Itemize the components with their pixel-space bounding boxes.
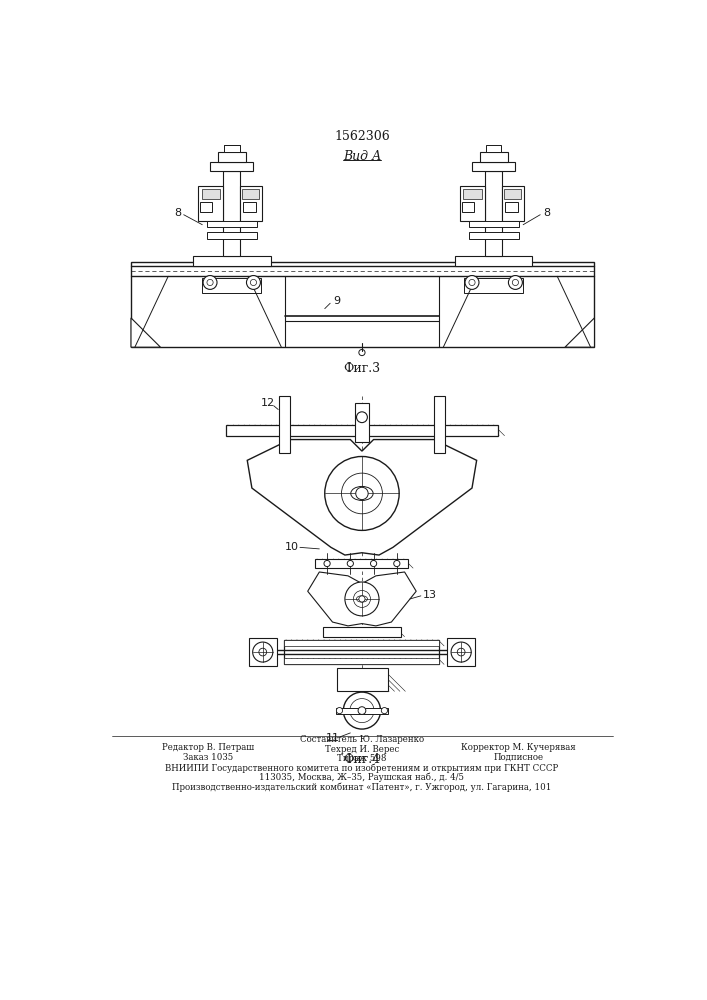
Polygon shape bbox=[247, 440, 477, 555]
Bar bbox=[355, 403, 369, 442]
Circle shape bbox=[324, 560, 330, 567]
Text: Фиг.3: Фиг.3 bbox=[344, 362, 380, 375]
Bar bbox=[242, 189, 259, 199]
Circle shape bbox=[203, 276, 217, 289]
Text: 1562306: 1562306 bbox=[334, 130, 390, 143]
Bar bbox=[284, 640, 440, 664]
Bar bbox=[223, 171, 240, 256]
Text: 8: 8 bbox=[543, 208, 550, 218]
Bar bbox=[279, 396, 290, 453]
Bar bbox=[199, 186, 223, 221]
Circle shape bbox=[457, 648, 465, 656]
Bar bbox=[249, 638, 276, 666]
Circle shape bbox=[344, 692, 380, 729]
Bar bbox=[337, 668, 387, 691]
Bar bbox=[240, 186, 262, 221]
Circle shape bbox=[359, 596, 365, 602]
Bar bbox=[202, 278, 261, 293]
Circle shape bbox=[469, 279, 475, 286]
Circle shape bbox=[325, 456, 399, 530]
Text: 12: 12 bbox=[260, 398, 274, 408]
Circle shape bbox=[347, 560, 354, 567]
Text: ВНИИПИ Государственного комитета по изобретениям и открытиям при ГКНТ СССР: ВНИИПИ Государственного комитета по изоб… bbox=[165, 764, 559, 773]
Bar bbox=[207, 221, 257, 227]
Text: Вид А: Вид А bbox=[343, 150, 381, 163]
Circle shape bbox=[259, 648, 267, 656]
Text: 8: 8 bbox=[174, 208, 181, 218]
Bar bbox=[224, 145, 240, 152]
Bar bbox=[472, 162, 515, 171]
Circle shape bbox=[513, 279, 518, 286]
Bar bbox=[464, 189, 482, 199]
Circle shape bbox=[508, 276, 522, 289]
Circle shape bbox=[247, 276, 260, 289]
Bar bbox=[323, 627, 401, 637]
Bar bbox=[455, 256, 532, 266]
Bar bbox=[201, 189, 220, 199]
Bar bbox=[504, 189, 521, 199]
Text: Корректор М. Кучерявая: Корректор М. Кучерявая bbox=[461, 743, 576, 752]
Text: 10: 10 bbox=[285, 542, 299, 552]
Bar bbox=[131, 262, 595, 347]
Text: Заказ 1035: Заказ 1035 bbox=[183, 753, 233, 762]
Bar bbox=[284, 640, 440, 646]
Polygon shape bbox=[565, 318, 595, 347]
Bar bbox=[464, 278, 523, 293]
Circle shape bbox=[465, 276, 479, 289]
Text: 9: 9 bbox=[333, 296, 340, 306]
Text: Подписное: Подписное bbox=[493, 753, 544, 762]
Bar bbox=[469, 232, 518, 239]
Bar bbox=[226, 425, 498, 436]
Circle shape bbox=[451, 642, 472, 662]
Circle shape bbox=[250, 279, 257, 286]
Bar bbox=[200, 202, 212, 212]
Text: 113035, Москва, Ж–35, Раушская наб., д. 4/5: 113035, Москва, Ж–35, Раушская наб., д. … bbox=[259, 773, 464, 782]
Circle shape bbox=[358, 707, 366, 714]
Circle shape bbox=[345, 582, 379, 616]
Text: Техред И. Верес: Техред И. Верес bbox=[325, 745, 399, 754]
Circle shape bbox=[370, 560, 377, 567]
Polygon shape bbox=[131, 318, 160, 347]
Text: 13: 13 bbox=[422, 590, 436, 600]
Circle shape bbox=[252, 642, 273, 662]
Bar bbox=[315, 559, 409, 568]
Bar bbox=[448, 638, 475, 666]
Bar bbox=[506, 202, 518, 212]
Bar bbox=[336, 708, 362, 714]
Text: Производственно-издательский комбинат «Патент», г. Ужгород, ул. Гагарина, 101: Производственно-издательский комбинат «П… bbox=[173, 782, 551, 792]
Circle shape bbox=[356, 412, 368, 423]
Bar bbox=[485, 171, 502, 256]
Text: 11: 11 bbox=[325, 733, 339, 743]
Bar bbox=[284, 658, 440, 664]
Bar bbox=[218, 152, 246, 162]
Circle shape bbox=[394, 560, 400, 567]
Text: Тираж 598: Тираж 598 bbox=[337, 754, 387, 763]
Bar bbox=[462, 202, 474, 212]
Bar bbox=[362, 708, 388, 714]
Bar bbox=[469, 221, 518, 227]
Bar bbox=[486, 145, 501, 152]
Bar bbox=[243, 202, 256, 212]
Bar bbox=[434, 396, 445, 453]
Circle shape bbox=[337, 708, 343, 714]
Bar bbox=[460, 186, 485, 221]
Circle shape bbox=[381, 708, 387, 714]
Polygon shape bbox=[308, 572, 416, 626]
Bar bbox=[207, 232, 257, 239]
Bar bbox=[193, 256, 271, 266]
Text: Редактор В. Петраш: Редактор В. Петраш bbox=[163, 743, 255, 752]
Bar bbox=[210, 162, 253, 171]
Bar bbox=[480, 152, 508, 162]
Text: Фиг.4: Фиг.4 bbox=[344, 753, 380, 766]
Text: Составитель Ю. Лазаренко: Составитель Ю. Лазаренко bbox=[300, 735, 424, 744]
Circle shape bbox=[356, 487, 368, 500]
Bar bbox=[502, 186, 524, 221]
Circle shape bbox=[207, 279, 213, 286]
